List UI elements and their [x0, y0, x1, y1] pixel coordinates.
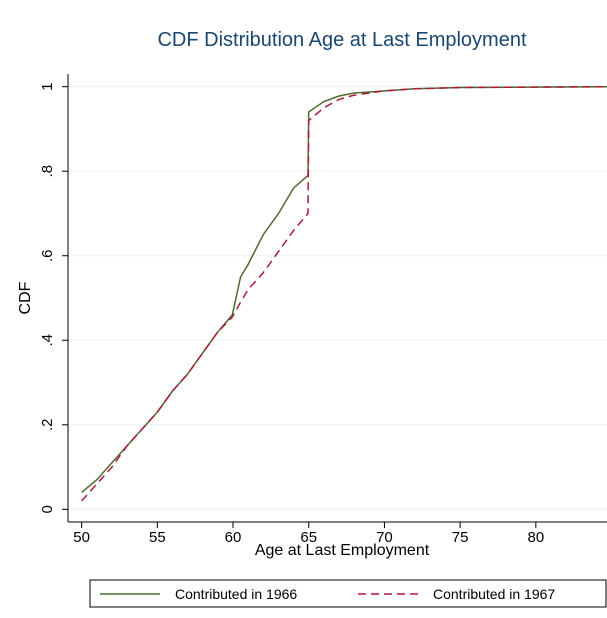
- x-tick-label: 60: [225, 529, 242, 546]
- y-tick-label: .4: [39, 334, 56, 347]
- legend-label: Contributed in 1967: [433, 586, 555, 602]
- x-axis-label: Age at Last Employment: [255, 542, 430, 559]
- y-tick-label: .6: [39, 249, 56, 262]
- x-tick-label: 65: [300, 529, 317, 546]
- y-tick-label: 1: [39, 83, 56, 91]
- legend-label: Contributed in 1966: [175, 586, 297, 602]
- x-tick-label: 70: [376, 529, 393, 546]
- x-tick-label: 80: [527, 529, 544, 546]
- cdf-line: [81, 85, 607, 502]
- y-tick-label: 0: [39, 505, 56, 513]
- y-tick-label: .8: [39, 165, 56, 178]
- legend-box: [89, 579, 607, 608]
- chart-title: CDF Distribution Age at Last Employment: [157, 29, 526, 51]
- x-tick-label: 75: [452, 529, 469, 546]
- x-tick-label: 55: [149, 529, 166, 546]
- y-axis-label: CDF: [17, 281, 34, 314]
- cdf-line: [81, 85, 607, 493]
- y-tick-label: .2: [39, 419, 56, 432]
- x-tick-label: 50: [73, 529, 90, 546]
